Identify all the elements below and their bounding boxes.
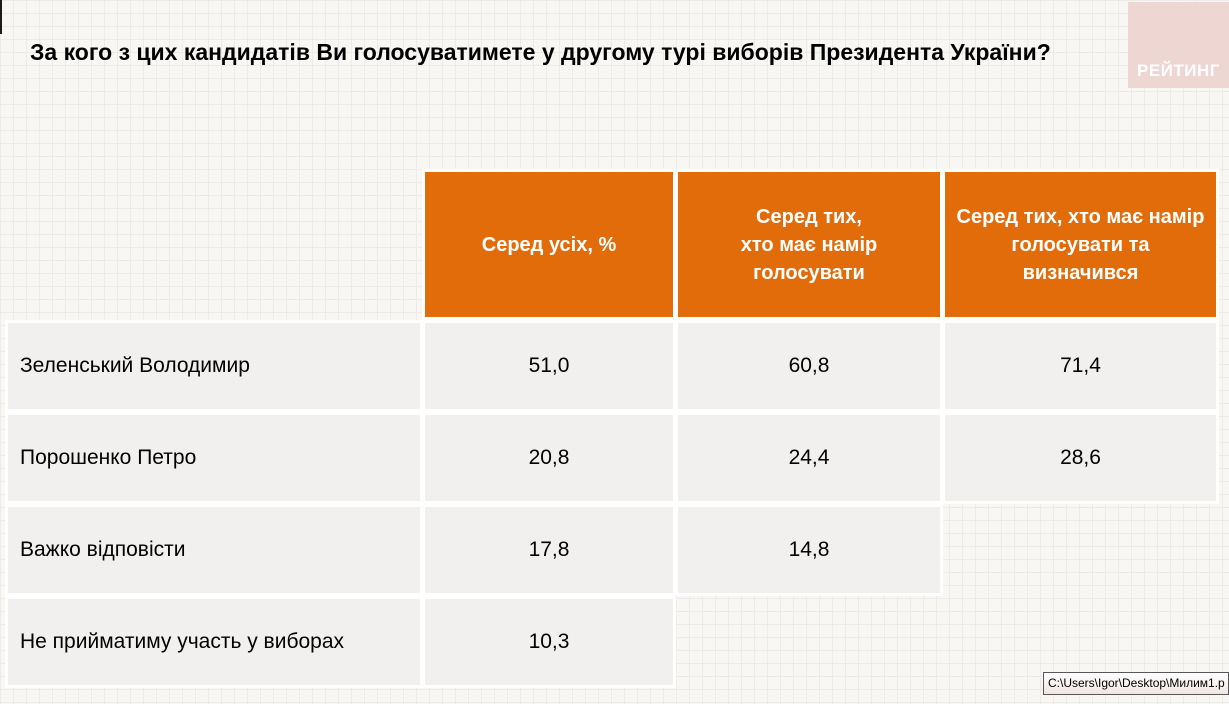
row-label: Порошенко Петро bbox=[8, 415, 420, 501]
value-cell: 20,8 bbox=[425, 415, 673, 501]
poll-results-table: Серед усіх, % Серед тих, хто має намір го… bbox=[8, 172, 1216, 685]
value-cell: 60,8 bbox=[678, 323, 940, 409]
page-title: За кого з цих кандидатів Ви голосуватиме… bbox=[30, 39, 1051, 65]
value-cell: 17,8 bbox=[425, 507, 673, 593]
window-edge-artifact bbox=[0, 0, 2, 34]
value-cell: 24,4 bbox=[678, 415, 940, 501]
table-corner-spacer bbox=[8, 172, 420, 317]
value-cell: 51,0 bbox=[425, 323, 673, 409]
empty-cell bbox=[945, 507, 1216, 593]
file-path-tooltip: C:\Users\Igor\Desktop\Милим1.p bbox=[1043, 672, 1229, 695]
value-cell: 28,6 bbox=[945, 415, 1216, 501]
column-header: Серед усіх, % bbox=[425, 172, 673, 317]
rating-logo-text: РЕЙТИНГ bbox=[1137, 61, 1220, 80]
column-header: Серед тих, хто має намір голосувати bbox=[678, 172, 940, 317]
row-label: Не прийматиму участь у виборах bbox=[8, 599, 420, 685]
rating-group-logo: РЕЙТИНГ bbox=[1128, 2, 1229, 88]
value-cell: 14,8 bbox=[678, 507, 940, 593]
row-label: Зеленський Володимир bbox=[8, 323, 420, 409]
empty-cell bbox=[678, 599, 940, 685]
row-label: Важко відповісти bbox=[8, 507, 420, 593]
value-cell: 10,3 bbox=[425, 599, 673, 685]
value-cell: 71,4 bbox=[945, 323, 1216, 409]
column-header: Серед тих, хто має намір голосувати та в… bbox=[945, 172, 1216, 317]
